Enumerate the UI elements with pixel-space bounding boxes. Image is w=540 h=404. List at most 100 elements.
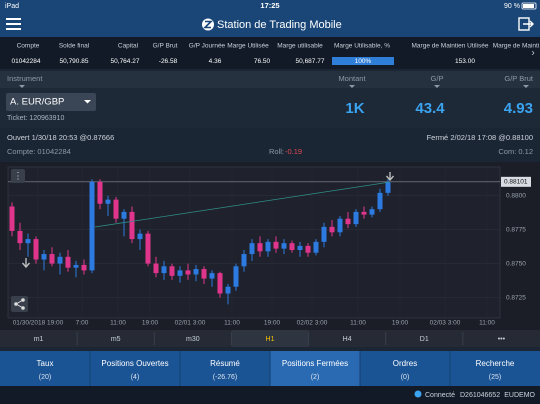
x-tick-label: 02/03 3:00 — [430, 320, 461, 327]
logout-arrow — [523, 20, 534, 28]
logo-mark — [203, 20, 213, 29]
candle-body — [225, 286, 231, 294]
candle-body — [201, 269, 207, 279]
candle-body — [113, 199, 119, 219]
candle-body — [329, 226, 335, 233]
exit-marker — [385, 172, 395, 182]
candle-body — [49, 254, 55, 264]
account-label: Marge Utilisable, % — [334, 43, 390, 50]
account-label: Marge Utilisée — [227, 43, 269, 50]
candle-body — [73, 264, 79, 268]
account-row — [0, 37, 540, 69]
candle-body — [193, 269, 199, 275]
candle-body — [137, 233, 143, 240]
column-header: G/P — [431, 74, 444, 83]
candle-body — [241, 254, 247, 267]
connection-status: Connecté — [425, 392, 455, 399]
candle-body — [337, 218, 343, 233]
account-label: Marge de Maintien Utilisée — [412, 43, 489, 50]
account-value: 50,764.27 — [111, 58, 140, 65]
column-header: Montant — [338, 74, 366, 83]
candle-body — [281, 243, 287, 249]
tab-count: (0) — [401, 374, 410, 381]
commission: Com: 0.12 — [498, 147, 533, 156]
candle-body — [17, 230, 23, 244]
x-tick-label: 7:00 — [76, 320, 89, 327]
timeframe[interactable]: ••• — [498, 336, 506, 343]
tab-label[interactable]: Taux — [37, 359, 54, 368]
candle-body — [273, 241, 279, 249]
x-tick-label: 19:00 — [264, 320, 281, 327]
account-id: Compte: 01042284 — [7, 147, 71, 156]
candle-body — [249, 243, 255, 255]
account-label: Compte — [17, 43, 40, 50]
candle-body — [89, 181, 95, 271]
timeframe[interactable]: m30 — [186, 336, 200, 343]
menu-button[interactable] — [6, 18, 21, 30]
tab-label[interactable]: Recherche — [476, 359, 515, 368]
chart-menu[interactable] — [11, 169, 25, 183]
account-label: Marge utilisable — [277, 43, 323, 50]
x-tick-label: 01/30/2018 19:00 — [13, 320, 64, 327]
candle-body — [97, 181, 103, 204]
profit-loss: 43.4 — [415, 100, 445, 117]
candle-body — [81, 264, 87, 271]
timeframes: m1 m5 m30 H1 H4 D1 ••• — [34, 330, 506, 347]
logout-button[interactable] — [518, 17, 534, 31]
trade-line — [94, 181, 391, 228]
x-tick-label: 02/01 3:00 — [175, 320, 206, 327]
x-tick-label: 11:00 — [110, 320, 126, 327]
timeframe[interactable]: D1 — [420, 336, 429, 343]
candle-body — [297, 245, 303, 250]
position-header-labels: Instrument Montant G/P G/P Brut — [7, 74, 534, 88]
account-value: 76.50 — [254, 58, 271, 65]
candle-body — [177, 270, 183, 276]
timeframe[interactable]: H4 — [343, 336, 352, 343]
candle-body — [369, 209, 375, 215]
account-value: 4.36 — [209, 58, 222, 65]
candle-body — [289, 243, 295, 250]
menu-bar — [6, 18, 21, 20]
last-price-label: 0.88101 — [504, 179, 528, 186]
timeframe-selected — [231, 330, 309, 347]
account-summary: Compte 01042284 Solde final 50,790.85 Capita… — [12, 43, 540, 66]
trade-info — [0, 128, 540, 162]
candle-body — [41, 254, 47, 260]
tab-label[interactable]: Positions Ouvertes — [101, 359, 168, 368]
candle-body — [185, 270, 191, 275]
tab-label[interactable]: Résumé — [210, 359, 240, 368]
instrument-dropdown[interactable] — [6, 93, 96, 111]
candle-body — [25, 239, 31, 244]
candle-body — [217, 273, 223, 294]
x-tick-label: 19:00 — [392, 320, 409, 327]
tab-label[interactable]: Positions Fermées — [282, 359, 348, 368]
scroll-right[interactable]: › — [531, 48, 534, 59]
header — [0, 12, 540, 37]
clock: 17:25 — [260, 1, 279, 10]
timeframe[interactable]: m5 — [111, 336, 121, 343]
timeframe[interactable]: H1 — [266, 336, 275, 343]
share-dot — [21, 306, 25, 310]
closed: Fermé 2/02/18 17:08 @0.88100 — [427, 133, 533, 142]
tab-label[interactable]: Ordres — [393, 359, 417, 368]
y-tick-label: 0.8775 — [506, 226, 526, 233]
candle-body — [33, 239, 39, 260]
user-id: D261046652 — [460, 392, 500, 399]
candle-body — [385, 181, 391, 193]
entry-marker — [21, 258, 31, 269]
x-tick-label: 19:00 — [142, 320, 159, 327]
opened: Ouvert 1/30/18 20:53 @0.87666 — [7, 133, 114, 142]
amount: 1K — [345, 100, 364, 117]
account-label: G/P Journée — [189, 43, 226, 50]
tab-count: (25) — [489, 374, 501, 381]
share-button[interactable] — [11, 296, 28, 312]
x-tick-label: 02/02 3:00 — [297, 320, 328, 327]
candle-body — [153, 263, 159, 274]
candle-body — [313, 241, 319, 253]
sort-arrow — [19, 85, 25, 88]
sort-arrow — [523, 85, 529, 88]
candle-body — [169, 266, 175, 276]
timeframe[interactable]: m1 — [34, 336, 44, 343]
